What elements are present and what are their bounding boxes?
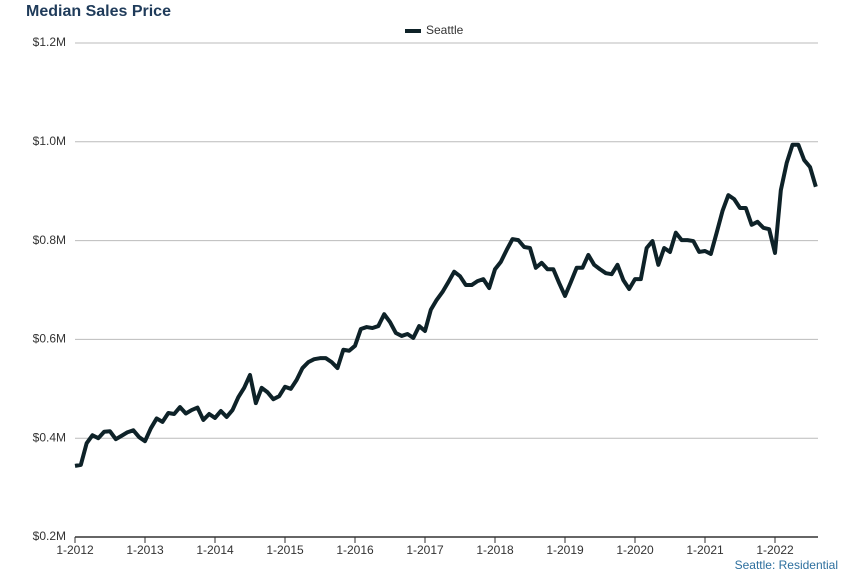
x-tick-label: 1-2019: [546, 543, 584, 557]
chart-title: Median Sales Price: [26, 3, 171, 20]
x-tick-label: 1-2018: [476, 543, 514, 557]
series-line: [74, 142, 818, 468]
x-tick-label: 1-2014: [196, 543, 234, 557]
x-tick-label: 1-2021: [686, 543, 724, 557]
y-tick-label: $0.6M: [33, 332, 66, 346]
x-tick-label: 1-2013: [126, 543, 164, 557]
x-tick-label: 1-2022: [756, 543, 794, 557]
source-note: Seattle: Residential: [735, 558, 838, 572]
legend-label: Seattle: [426, 23, 464, 37]
x-tick-label: 1-2020: [616, 543, 654, 557]
x-tick-label: 1-2012: [56, 543, 94, 557]
y-tick-label: $0.8M: [33, 233, 66, 247]
x-tick-label: 1-2016: [336, 543, 374, 557]
y-tick-label: $0.4M: [33, 430, 66, 444]
y-tick-label: $0.2M: [33, 529, 66, 543]
x-tick-label: 1-2017: [406, 543, 444, 557]
y-tick-label: $1.2M: [33, 35, 66, 49]
y-tick-label: $1.0M: [33, 134, 66, 148]
x-tick-label: 1-2015: [266, 543, 304, 557]
